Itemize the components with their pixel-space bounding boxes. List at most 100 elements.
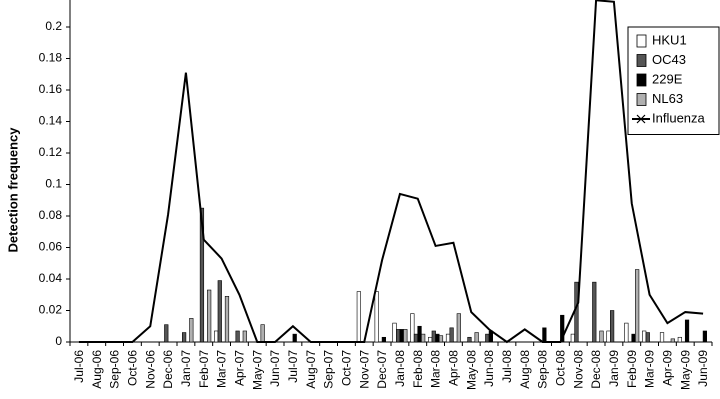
legend-label: HKU1: [652, 32, 687, 47]
x-tick-label: Dec-06: [161, 350, 175, 389]
bar: [610, 310, 615, 343]
y-axis-label: Detection frequency: [5, 127, 20, 253]
bar: [199, 207, 205, 343]
y-tick-label: 0.16: [39, 82, 63, 96]
bar: [677, 336, 682, 343]
bar: [438, 335, 444, 343]
y-tick-label: 0.14: [39, 114, 63, 128]
x-tick-label: Sep-08: [536, 350, 550, 389]
y-tick-label: 0.08: [39, 208, 63, 222]
bar: [374, 291, 379, 343]
bar: [164, 324, 169, 343]
bar: [214, 330, 219, 343]
bar: [207, 289, 212, 343]
bar: [224, 296, 230, 343]
x-tick-label: Jan-07: [179, 350, 193, 387]
bar: [631, 333, 636, 343]
x-tick-label: Oct-07: [339, 350, 353, 386]
x-tick-label: Mar-09: [643, 350, 657, 388]
bar: [449, 327, 454, 343]
x-tick-label: Jul-06: [72, 350, 86, 383]
x-tick-label: Nov-08: [571, 350, 585, 389]
x-tick-label: Aug-07: [304, 350, 318, 389]
bar: [410, 313, 415, 343]
bar: [417, 325, 422, 343]
y-tick-label: 0.18: [39, 51, 63, 65]
bar: [570, 333, 575, 343]
bar: [431, 330, 436, 343]
bar: [421, 333, 426, 343]
bar: [235, 330, 240, 343]
bar: [542, 327, 547, 343]
y-tick-label: 0.22: [39, 0, 63, 2]
x-tick-label: Feb-07: [197, 350, 211, 388]
bar: [599, 330, 604, 343]
x-tick-label: Feb-08: [411, 350, 425, 388]
legend-label: OC43: [652, 52, 686, 67]
x-tick-label: Sep-07: [322, 350, 336, 389]
y-tick-label: 0.02: [39, 303, 63, 317]
legend-swatch: [636, 93, 647, 106]
bar: [413, 333, 419, 343]
y-tick-label: 0.2: [45, 19, 62, 33]
bar: [485, 333, 490, 343]
bar: [642, 330, 647, 343]
x-tick-label: Jan-08: [393, 350, 407, 387]
x-tick-label: Jan-09: [607, 350, 621, 387]
x-tick-label: Dec-07: [375, 350, 389, 389]
bar: [684, 319, 690, 343]
y-tick-label: 0: [55, 334, 62, 348]
bar: [260, 324, 265, 343]
bar: [396, 329, 401, 343]
x-tick-label: Aug-08: [518, 350, 532, 389]
y-tick-label: 0.1: [45, 177, 62, 191]
legend-label: 229E: [652, 71, 683, 86]
x-tick-label: Mar-07: [215, 350, 229, 388]
x-tick-label: Nov-07: [357, 350, 371, 389]
bar: [217, 280, 222, 343]
bar: [592, 281, 597, 343]
legend: HKU1 OC43 229E NL63 Influenza: [627, 26, 720, 135]
y-tick-label: 0.04: [39, 271, 63, 285]
bar: [624, 322, 629, 343]
bar: [428, 336, 433, 343]
y-tick-label: 0.12: [39, 145, 63, 159]
x-tick-label: May-09: [678, 350, 692, 390]
legend-swatch: [636, 73, 647, 87]
bar: [381, 336, 386, 343]
x-tick-label: Aug-06: [90, 350, 104, 389]
y-tick-label: 0.06: [39, 240, 63, 254]
legend-swatch: [636, 34, 647, 48]
bar: [292, 333, 297, 343]
bar: [456, 313, 461, 343]
bar: [242, 330, 247, 343]
bar: [467, 336, 472, 343]
x-tick-label: Jun-08: [482, 350, 496, 387]
x-tick-label: Feb-09: [625, 350, 639, 388]
legend-marker: [636, 114, 646, 124]
bar: [474, 332, 479, 343]
x-tick-label: Apr-08: [446, 350, 460, 386]
bar: [670, 338, 675, 343]
x-tick-label: Jun-07: [268, 350, 282, 387]
bar: [189, 318, 194, 343]
bar: [392, 322, 397, 343]
bar: [574, 281, 579, 343]
bar: [182, 332, 187, 343]
x-tick-label: Jul-08: [500, 350, 514, 383]
x-tick-label: Mar-08: [429, 350, 443, 388]
bar: [635, 269, 640, 343]
bar: [606, 330, 611, 343]
x-tick-label: May-07: [250, 350, 264, 390]
legend-label: NL63: [652, 91, 683, 106]
line: [78, 0, 704, 344]
x-tick-label: Apr-07: [232, 350, 246, 386]
legend-label: Influenza: [652, 110, 706, 125]
x-tick-label: Oct-06: [125, 350, 139, 386]
bar: [560, 314, 565, 343]
bar: [399, 329, 404, 343]
x-tick-label: Jul-07: [286, 350, 300, 383]
x-tick-label: Dec-08: [589, 350, 603, 389]
x-tick-label: Oct-08: [553, 350, 567, 386]
